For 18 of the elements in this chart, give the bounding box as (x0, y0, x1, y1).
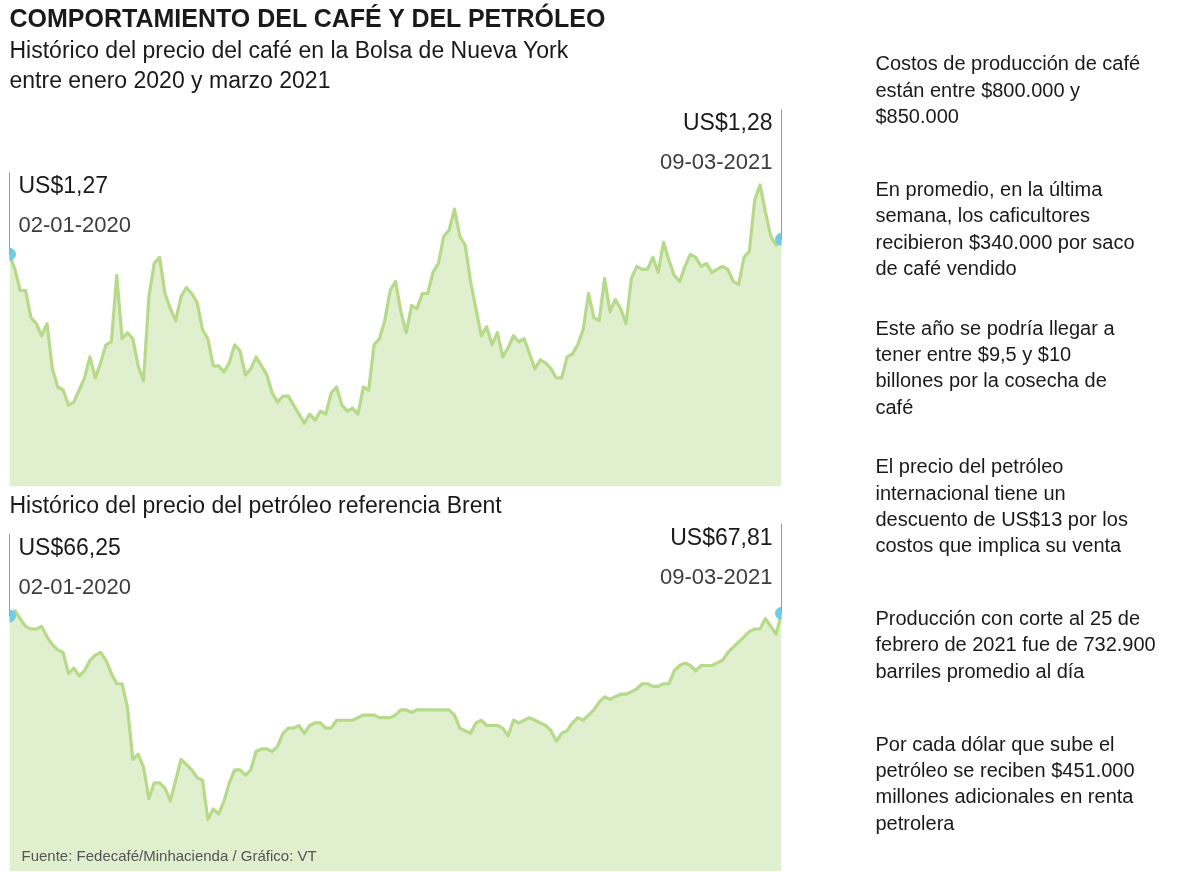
annotation: Fuente: Fedecafé/Minhacienda / Gráfico: VT (21, 846, 317, 864)
text: US$66,25 (18, 533, 121, 560)
text: Por cada dólar que sube el petróleo se reciben $451.000 millones adicionales en renta petrolera (875, 732, 1135, 834)
text: US$67,81 (670, 523, 773, 550)
annotation: 02-01-2020 (18, 212, 132, 238)
text: US$1,28 (682, 109, 773, 136)
chart-subtitle: Histórico del precio del café en la Bolsa de Nueva York entre enero 2020 y marzo 2021 (9, 37, 569, 93)
chart-title: Histórico del precio del petróleo referencia Brent (9, 492, 503, 518)
text: 02-01-2020 (18, 573, 132, 599)
text: Este año se podría llegar a tener entre $9,5 y $10 billones por la cosecha de café (875, 316, 1116, 418)
text: Producción con corte al 25 de febrero de 2021 fue de 732.900 barriles promedio al día (875, 607, 1156, 682)
text: Costos de producción de café están entre $800.000 y $850.000 (875, 52, 1141, 128)
text: 09-03-2021 (659, 149, 773, 175)
annotation: US$1,27 (18, 172, 109, 199)
text: 09-03-2021 (659, 563, 773, 589)
text: El precio del petróleo internacional tiene un descuento de US$13 por los costos que implica su venta (875, 455, 1128, 557)
text: En promedio, en la última semana, los caficultores recibieron $340.000 por saco de café vendido (875, 177, 1135, 280)
chart-title: COMPORTAMIENTO DEL CAFÉ Y DEL PETRÓLEO (9, 3, 606, 32)
